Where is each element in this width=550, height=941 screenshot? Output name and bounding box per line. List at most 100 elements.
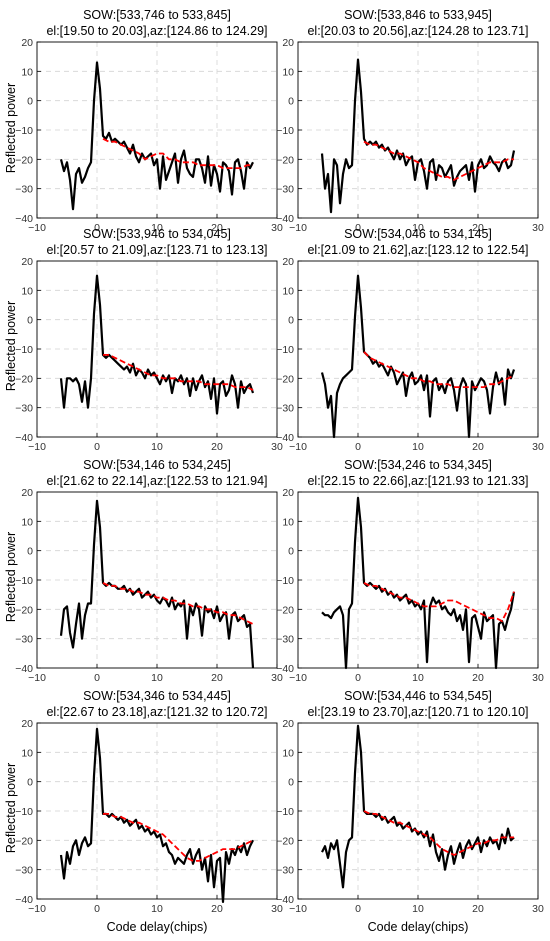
y-tick-label: 20 [282, 718, 294, 730]
subplot-title-line-2: el:[21.62 to 22.14],az:[122.53 to 121.94… [46, 474, 267, 488]
y-tick-label: −40 [15, 432, 33, 444]
y-tick-label: 10 [282, 516, 294, 528]
x-tick-label: 30 [532, 222, 544, 234]
y-tick-label: −20 [276, 154, 294, 166]
subplot-title-line-2: el:[20.03 to 20.56],az:[124.28 to 123.71… [307, 24, 528, 38]
y-tick-label: 20 [282, 37, 294, 49]
x-tick-label: 0 [355, 441, 361, 453]
fitted-series-line [103, 813, 254, 862]
subplot-title-line-1: SOW:[533,746 to 533,845] [83, 8, 231, 22]
x-tick-label: 10 [151, 903, 163, 915]
y-tick-label: −20 [276, 373, 294, 385]
y-tick-label: 0 [27, 96, 33, 108]
y-tick-label: 20 [21, 718, 33, 730]
y-tick-label: −40 [276, 663, 294, 675]
subplot-title-line-1: SOW:[534,046 to 534,145] [344, 227, 492, 241]
x-tick-label: −10 [289, 441, 307, 453]
fitted-series-line [102, 137, 253, 170]
fitted-series-line [363, 351, 515, 389]
subplot-6: SOW:[534,246 to 534,345] el:[22.15 to 22.… [276, 458, 544, 684]
subplot-8: SOW:[534,446 to 534,545] el:[23.19 to 23.… [276, 689, 544, 915]
y-tick-label: −40 [276, 432, 294, 444]
x-tick-label: 30 [271, 222, 283, 234]
y-tick-label: −40 [15, 213, 33, 225]
y-tick-label: −10 [276, 344, 294, 356]
x-tick-label: −10 [28, 903, 46, 915]
y-tick-label: −20 [15, 373, 33, 385]
y-tick-label: −30 [15, 865, 33, 877]
x-tick-label: 30 [271, 903, 283, 915]
y-axis-label-row-4: Reflected power [4, 763, 18, 853]
y-tick-label: −20 [276, 604, 294, 616]
y-tick-label: −30 [15, 403, 33, 415]
y-tick-label: −40 [276, 894, 294, 906]
x-tick-label: 30 [532, 441, 544, 453]
y-tick-label: −30 [15, 184, 33, 196]
y-tick-label: −10 [15, 125, 33, 137]
x-axis-label-left: Code delay(chips) [107, 920, 208, 934]
y-tick-label: −20 [15, 154, 33, 166]
fitted-series-line [363, 582, 515, 623]
subplot-grid: SOW:[533,746 to 533,845] el:[19.50 to 20.… [15, 8, 544, 915]
y-tick-label: 10 [282, 285, 294, 297]
subplot-4: SOW:[534,046 to 534,145] el:[21.09 to 21.… [276, 227, 544, 453]
y-tick-label: 10 [21, 747, 33, 759]
x-tick-label: 20 [211, 222, 223, 234]
y-tick-label: 20 [282, 487, 294, 499]
y-tick-label: −10 [276, 806, 294, 818]
y-tick-label: 10 [21, 66, 33, 78]
x-axis-label-right: Code delay(chips) [368, 920, 469, 934]
x-tick-label: −10 [289, 222, 307, 234]
x-tick-label: 30 [271, 441, 283, 453]
x-tick-label: 10 [412, 672, 424, 684]
y-tick-label: −10 [276, 575, 294, 587]
y-axis-label-row-1: Reflected power [4, 83, 18, 173]
x-tick-label: −10 [289, 672, 307, 684]
y-tick-label: 20 [21, 256, 33, 268]
x-tick-label: 20 [472, 222, 484, 234]
x-tick-label: 20 [472, 672, 484, 684]
measured-series-line [59, 274, 255, 415]
y-tick-label: −10 [15, 806, 33, 818]
x-tick-label: 20 [472, 441, 484, 453]
subplot-title-line-2: el:[21.09 to 21.62],az:[123.12 to 122.54… [307, 243, 528, 257]
subplot-title-line-2: el:[22.67 to 23.18],az:[121.32 to 120.72… [46, 705, 267, 719]
y-tick-label: −40 [276, 213, 294, 225]
x-tick-label: 10 [412, 222, 424, 234]
y-tick-label: 0 [27, 315, 33, 327]
y-tick-label: 0 [288, 546, 294, 558]
y-tick-label: −40 [15, 663, 33, 675]
x-tick-label: 10 [151, 222, 163, 234]
x-tick-label: 0 [94, 672, 100, 684]
measured-series-line [59, 499, 255, 669]
subplot-3: SOW:[533,946 to 534,045] el:[20.57 to 21.… [15, 227, 283, 453]
y-tick-label: 10 [21, 516, 33, 528]
x-tick-label: 0 [94, 903, 100, 915]
y-tick-label: −10 [276, 125, 294, 137]
subplot-2: SOW:[533,846 to 533,945] el:[20.03 to 20.… [276, 8, 544, 234]
subplot-title-line-2: el:[22.15 to 22.66],az:[121.93 to 121.33… [307, 474, 528, 488]
x-tick-label: 0 [94, 441, 100, 453]
x-tick-label: 0 [355, 222, 361, 234]
y-tick-label: 20 [21, 487, 33, 499]
subplot-title-line-2: el:[23.19 to 23.70],az:[120.71 to 120.10… [307, 705, 528, 719]
x-tick-label: 10 [151, 441, 163, 453]
y-tick-label: 10 [282, 66, 294, 78]
subplot-title-line-1: SOW:[534,246 to 534,345] [344, 458, 492, 472]
subplot-title-line-1: SOW:[534,146 to 534,245] [83, 458, 231, 472]
x-tick-label: 10 [412, 441, 424, 453]
x-tick-label: 0 [355, 672, 361, 684]
y-tick-label: 20 [21, 37, 33, 49]
subplot-title-line-1: SOW:[533,846 to 533,945] [344, 8, 492, 22]
measured-series-line [59, 727, 254, 904]
x-tick-label: 10 [412, 903, 424, 915]
y-tick-label: 10 [21, 285, 33, 297]
x-tick-label: 0 [355, 903, 361, 915]
fitted-series-line [363, 140, 514, 181]
x-tick-label: −10 [28, 441, 46, 453]
subplot-7: SOW:[534,346 to 534,445] el:[22.67 to 23.… [15, 689, 283, 915]
y-tick-label: −30 [276, 634, 294, 646]
y-axis-label-row-3: Reflected power [4, 532, 18, 622]
x-tick-label: −10 [28, 672, 46, 684]
